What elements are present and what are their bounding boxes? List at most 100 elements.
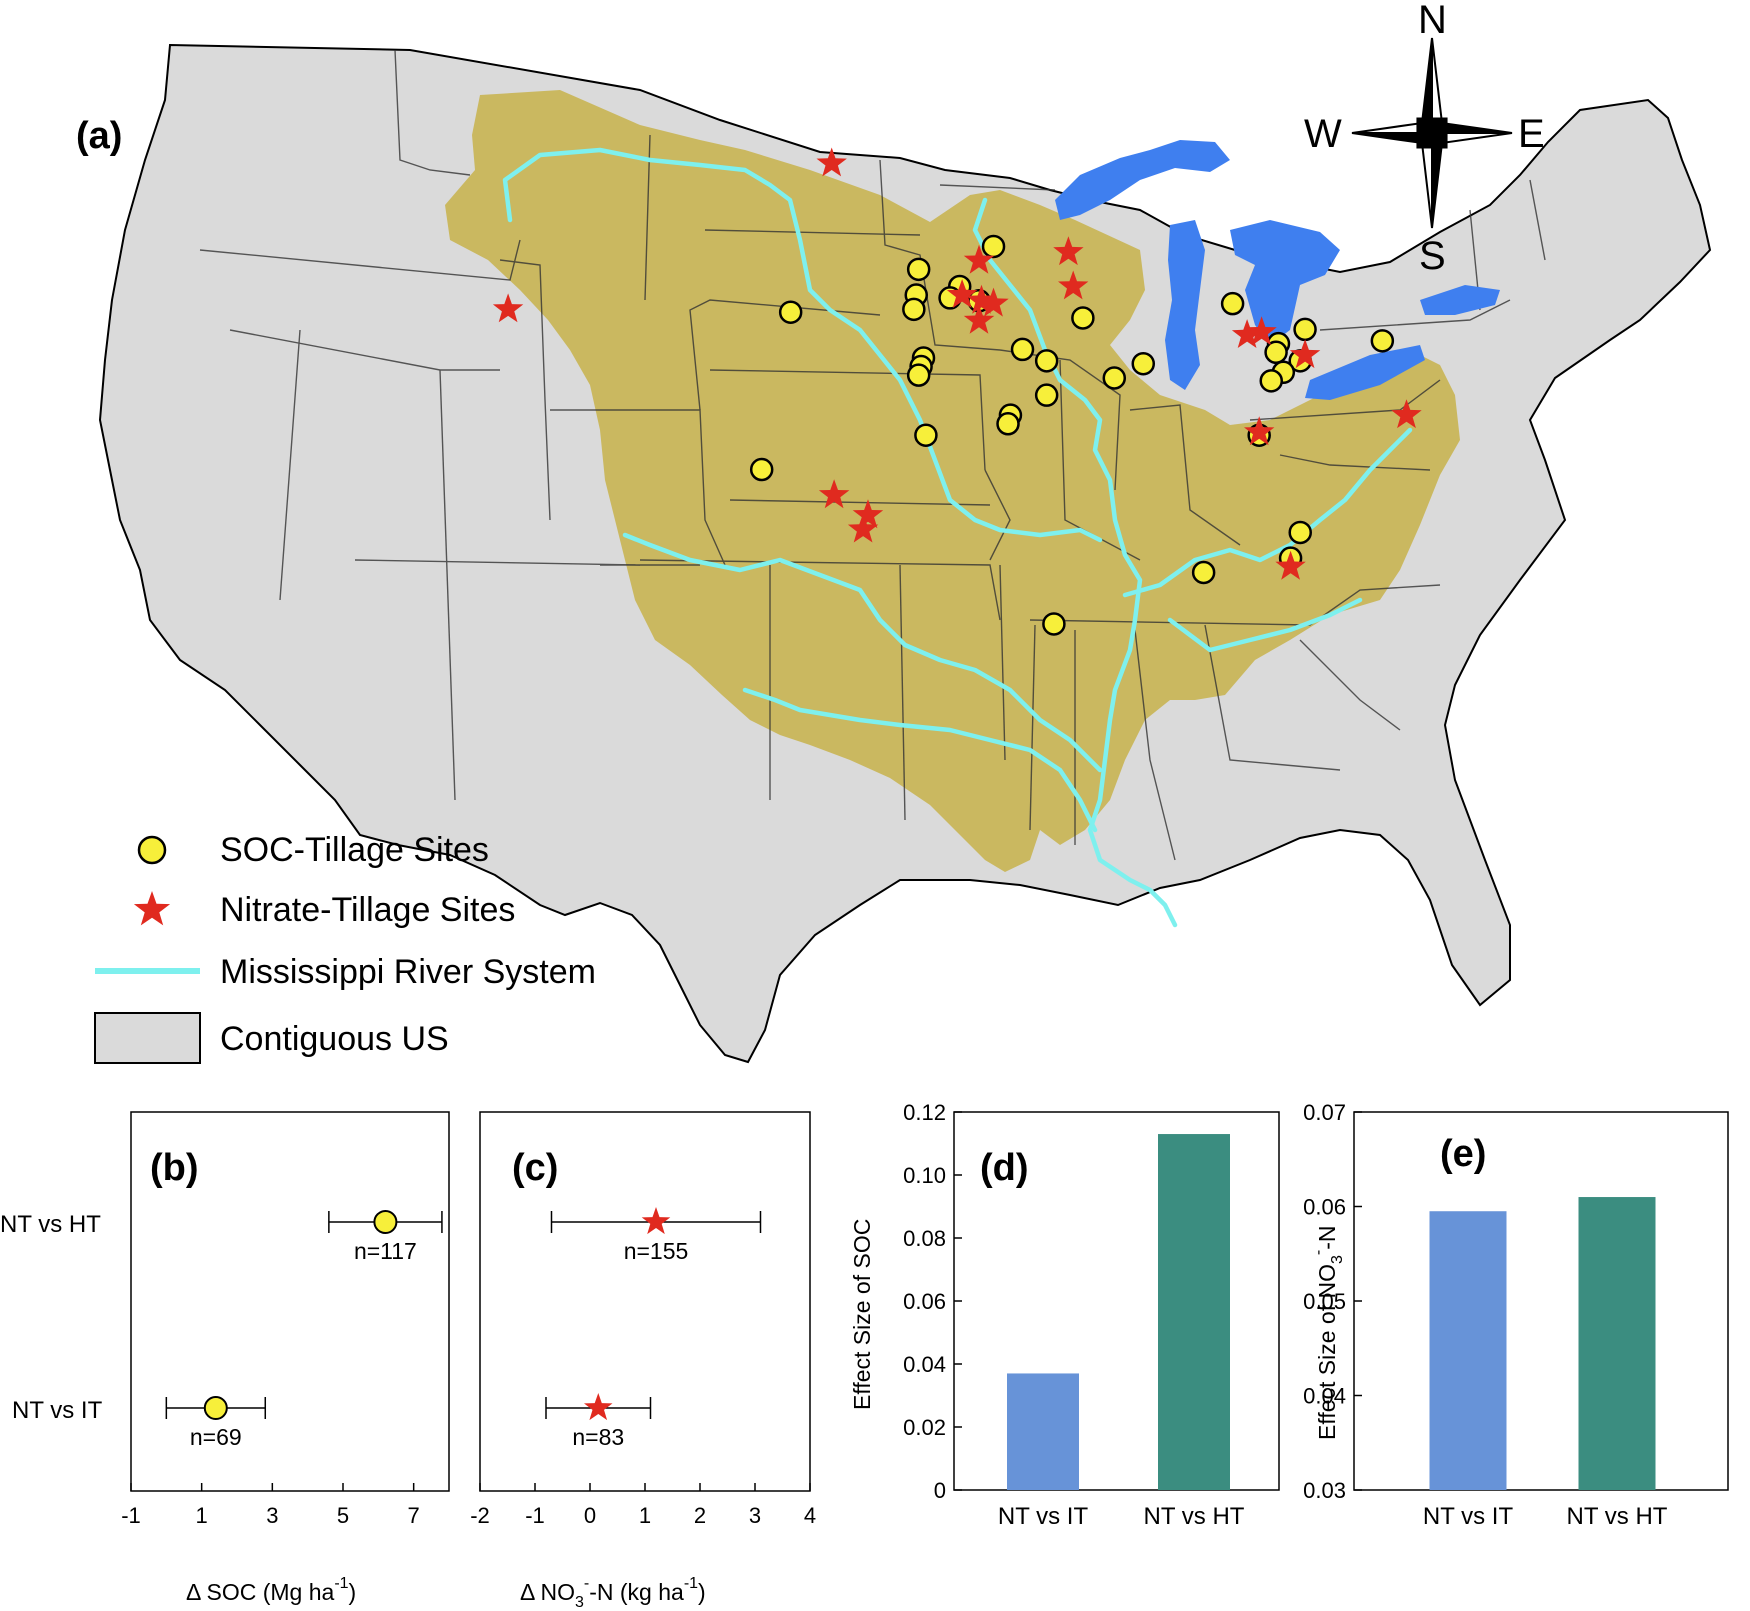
category-label-nt-vs-ht: NT vs HT <box>0 1211 101 1238</box>
great-lakes <box>1055 140 1500 400</box>
y-tick-label: 0 <box>934 1478 946 1503</box>
soc-site-marker <box>1131 351 1156 376</box>
panel-label-c: (c) <box>512 1147 558 1189</box>
y-tick-label: 0.08 <box>903 1226 946 1251</box>
sample-size-label: n=69 <box>190 1424 242 1450</box>
soc-site-marker <box>1288 520 1312 545</box>
sample-size-label: n=155 <box>624 1238 689 1264</box>
panel-label-a: (a) <box>76 115 122 157</box>
mean-point-marker <box>584 1393 613 1421</box>
nitrate-site-marker <box>818 479 850 509</box>
legend-soc-label: SOC-Tillage Sites <box>220 831 489 869</box>
river-missouri <box>502 147 1103 543</box>
soc-site-marker <box>1034 383 1059 407</box>
nitrate-site-marker <box>1246 316 1277 346</box>
x-tick-label: 2 <box>694 1503 706 1528</box>
panel-c: (c) n=155 n=83 -2 -1 0 1 2 3 4 Δ NO3--N (kg ha-… <box>470 1111 816 1611</box>
x-tick-label: -1 <box>121 1503 141 1528</box>
compass-west-label: W <box>1304 112 1342 156</box>
mississippi-basin <box>445 90 1460 872</box>
nitrate-site-marker <box>1244 416 1275 446</box>
soc-site-marker <box>981 234 1006 259</box>
soc-site-markers <box>749 234 1395 636</box>
panel-d-y-axis-title: Effect Size of SOC <box>849 1219 875 1410</box>
nitrate-site-marker <box>963 304 995 334</box>
sample-size-label: n=83 <box>572 1424 624 1450</box>
x-tick-label: 0 <box>584 1503 596 1528</box>
panel-c-x-axis-title: Δ NO3--N (kg ha-1) <box>520 1575 706 1611</box>
y-tick-label: 0.03 <box>1303 1478 1346 1503</box>
soc-site-marker <box>1071 306 1095 330</box>
x-tick-label: -2 <box>470 1503 490 1528</box>
y-tick-label: 0.02 <box>903 1415 946 1440</box>
panel-b-x-axis-title: Δ SOC (Mg ha-1) <box>186 1575 356 1605</box>
nitrate-site-marker <box>492 293 524 323</box>
bar <box>1429 1211 1507 1490</box>
panel-b-frame <box>130 1111 450 1492</box>
mississippi-river-system <box>502 147 1413 928</box>
lake-huron <box>1230 220 1340 345</box>
river-arkansas <box>622 532 1103 773</box>
nitrate-site-marker <box>1275 550 1306 580</box>
soc-site-marker <box>1191 560 1216 585</box>
nitrate-site-markers <box>492 147 1422 580</box>
soc-site-marker <box>1370 329 1395 353</box>
compass-rose: N S E W <box>1304 0 1545 278</box>
legend-us-icon <box>94 1012 201 1064</box>
soc-site-marker <box>1102 366 1127 390</box>
soc-site-marker <box>1293 317 1317 342</box>
soc-site-marker <box>1264 340 1288 365</box>
panel-d: (d) NT vs IT NT vs HT 0 0.02 0.04 0.06 0.08 0.1… <box>849 1100 1280 1530</box>
compass-south-label: S <box>1419 234 1446 278</box>
lake-michigan <box>1165 220 1205 390</box>
x-tick-label: 3 <box>749 1503 761 1528</box>
y-tick-label: 0.04 <box>903 1352 946 1377</box>
nitrate-site-marker <box>978 287 1009 317</box>
panel-e-y-axis-title: Effect Size of NO3--N <box>1310 1226 1346 1441</box>
x-category-label: NT vs HT <box>1567 1503 1668 1530</box>
mean-point-marker <box>203 1396 228 1420</box>
map-panel: (a) N S E W SOC-Tillage Sites Nitrate-Ti… <box>76 0 1712 1064</box>
soc-site-marker <box>778 300 803 324</box>
compass-north-label: N <box>1418 0 1447 42</box>
soc-site-marker <box>914 423 938 447</box>
soc-site-marker <box>996 412 1020 436</box>
y-tick-label: 0.06 <box>903 1289 946 1314</box>
panel-e-frame <box>1353 1111 1729 1491</box>
river-ohio <box>1122 427 1413 598</box>
y-tick-label: 0.12 <box>903 1100 946 1125</box>
x-category-label: NT vs IT <box>1423 1503 1514 1530</box>
sample-size-label: n=117 <box>354 1238 417 1264</box>
legend-us-label: Contiguous US <box>220 1020 449 1058</box>
legend-nitrate-label: Nitrate-Tillage Sites <box>220 891 515 929</box>
panel-label-d: (d) <box>980 1147 1029 1189</box>
map-legend: SOC-Tillage Sites Nitrate-Tillage Sites … <box>94 831 596 1064</box>
x-tick-label: 1 <box>639 1503 651 1528</box>
legend-soc-icon <box>137 835 167 865</box>
nitrate-site-marker <box>816 147 847 177</box>
lake-erie <box>1305 345 1425 400</box>
lake-ontario <box>1420 285 1500 315</box>
nitrate-site-marker <box>946 279 978 308</box>
legend-nitrate-icon <box>133 891 171 926</box>
bar <box>1158 1134 1230 1490</box>
compass-east-label: E <box>1518 112 1545 156</box>
x-tick-label: 4 <box>804 1503 816 1528</box>
legend-river-label: Mississippi River System <box>220 953 596 991</box>
x-category-label: NT vs IT <box>998 1503 1089 1530</box>
nitrate-site-marker <box>1231 319 1263 348</box>
x-category-label: NT vs HT <box>1144 1503 1245 1530</box>
x-tick-label: 7 <box>408 1503 420 1528</box>
river-red <box>742 687 1098 833</box>
river-tennessee <box>1167 597 1363 653</box>
category-label-nt-vs-it: NT vs IT <box>12 1397 103 1424</box>
lake-superior <box>1055 140 1230 220</box>
mean-point-marker <box>373 1210 398 1234</box>
soc-site-marker <box>1259 369 1284 393</box>
nitrate-site-marker <box>1391 399 1422 429</box>
y-tick-label: 0.04 <box>1303 1384 1346 1409</box>
x-tick-label: -1 <box>525 1503 545 1528</box>
soc-site-marker <box>906 363 931 387</box>
panel-label-b: (b) <box>150 1147 199 1189</box>
